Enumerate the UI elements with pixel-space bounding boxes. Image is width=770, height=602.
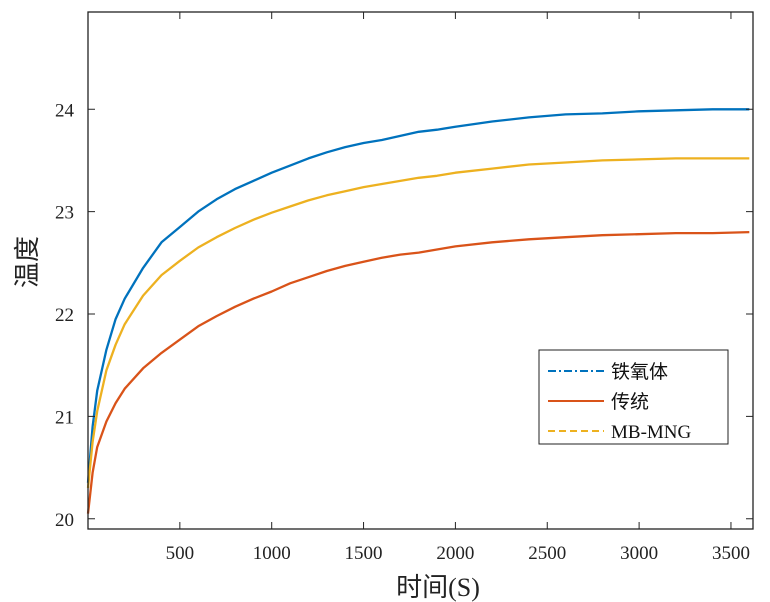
x-tick-label: 2000 bbox=[436, 543, 474, 564]
plot-frame bbox=[87, 11, 754, 530]
legend-box bbox=[538, 349, 729, 445]
y-axis-title: 温度 bbox=[13, 236, 42, 288]
y-tick-label: 24 bbox=[55, 100, 75, 121]
y-tick-label: 23 bbox=[55, 203, 74, 224]
series-layer bbox=[86, 108, 750, 514]
x-tick-label: 500 bbox=[166, 543, 195, 564]
x-tick-label: 1000 bbox=[253, 543, 291, 564]
y-tick-label: 22 bbox=[55, 305, 74, 326]
y-tick-label: 20 bbox=[55, 510, 74, 531]
x-tick-label: 3000 bbox=[620, 543, 658, 564]
series-line-2 bbox=[86, 157, 750, 489]
x-axis-title: 时间(S) bbox=[396, 573, 480, 602]
y-tick-label: 21 bbox=[55, 407, 74, 428]
series-line-0 bbox=[86, 108, 750, 483]
x-tick-label: 3500 bbox=[712, 543, 750, 564]
x-axis: 500 1000 1500 2000 2500 3000 3500 bbox=[166, 12, 750, 564]
x-tick-label: 2500 bbox=[528, 543, 566, 564]
y-axis: 20 21 22 23 24 bbox=[55, 100, 753, 531]
legend-label-1: 传统 bbox=[611, 391, 649, 413]
series-line-1 bbox=[86, 230, 750, 514]
legend-label-2: MB-MNG bbox=[611, 422, 692, 443]
legend-label-0: 铁氧体 bbox=[611, 361, 668, 383]
plot-background bbox=[88, 12, 753, 529]
x-tick-label: 1500 bbox=[345, 543, 383, 564]
